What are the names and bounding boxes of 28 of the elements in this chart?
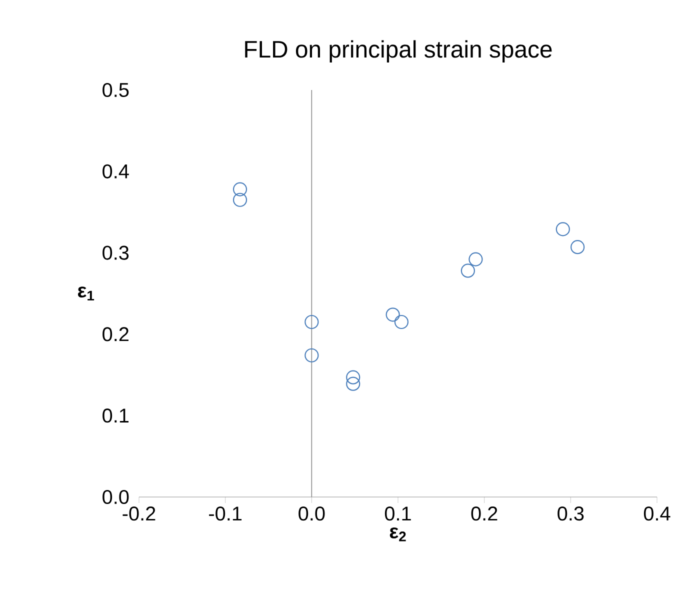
y-tick-label: 0.1 — [102, 408, 129, 423]
y-tick-label: 0.2 — [102, 327, 128, 342]
point — [346, 370, 360, 384]
point — [460, 264, 475, 278]
x-tick-label: -0.2 — [122, 506, 156, 521]
point — [394, 314, 409, 330]
x-tick-label: 0.0 — [298, 506, 325, 521]
point — [304, 348, 319, 362]
point — [556, 222, 570, 236]
point — [468, 252, 483, 266]
point — [346, 376, 360, 391]
chart-title: FLD on principal strain space — [245, 40, 552, 63]
point — [232, 182, 248, 196]
y-axis-title: ε$_{1}$ — [78, 286, 94, 300]
x-tick-label: -0.1 — [209, 506, 242, 521]
y-tick-label: 0.3 — [102, 246, 129, 260]
x-tick-label: 0.4 — [644, 506, 670, 521]
point — [570, 240, 585, 254]
y-tick-label: 0.0 — [102, 490, 129, 504]
point — [304, 314, 319, 330]
x-tick-label: 0.3 — [558, 506, 584, 521]
point — [232, 192, 248, 207]
x-tick-label: 0.2 — [471, 506, 498, 521]
point — [386, 308, 400, 322]
y-tick-label: 0.4 — [102, 164, 129, 178]
y-tick-label: 0.5 — [102, 82, 129, 98]
x-tick-label: 0.1 — [384, 506, 411, 521]
x-axis-title: ε$_{2}$ — [390, 527, 406, 542]
